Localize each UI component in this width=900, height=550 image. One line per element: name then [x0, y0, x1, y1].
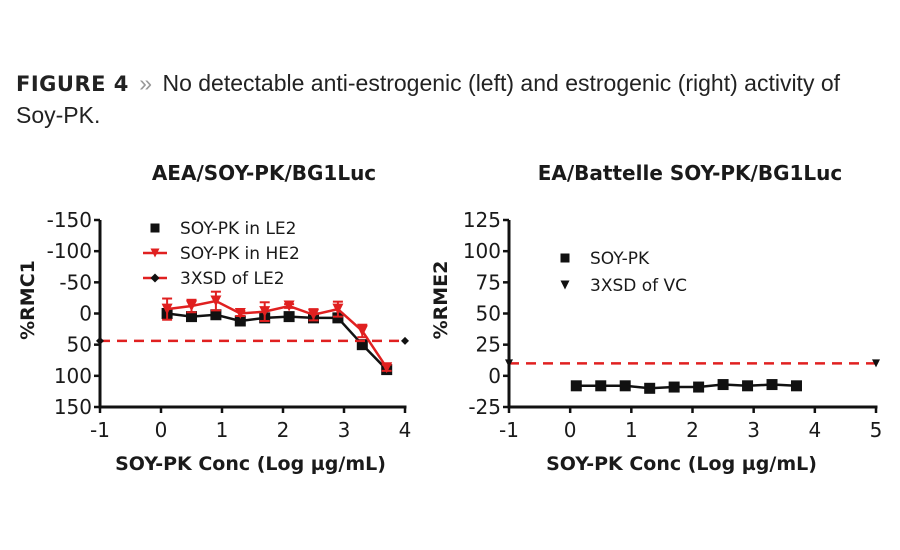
triangle-down-marker — [356, 325, 368, 337]
y-tick-label: 150 — [54, 395, 92, 419]
x-tick-label: 1 — [625, 418, 638, 442]
series-line — [166, 312, 388, 371]
legend-label: 3XSD of VC — [590, 276, 687, 296]
legend-label: 3XSD of LE2 — [180, 269, 285, 289]
legend-label: SOY-PK — [590, 249, 650, 269]
series-line — [576, 383, 797, 390]
square-marker — [150, 223, 160, 233]
chart-title: AEA/SOY-PK/BG1Luc — [152, 161, 376, 185]
x-tick-label: 2 — [686, 418, 699, 442]
square-marker — [619, 380, 631, 392]
x-tick-label: -1 — [90, 418, 110, 442]
x-axis-label: SOY-PK Conc (Log µg/mL) — [546, 453, 817, 475]
x-tick-label: 4 — [399, 418, 412, 442]
x-tick-label: 0 — [155, 418, 168, 442]
x-tick-label: 4 — [808, 418, 821, 442]
x-tick-label: 1 — [216, 418, 229, 442]
triangle-down-marker — [872, 359, 880, 368]
y-tick-label: 100 — [54, 364, 92, 388]
y-axis-label: %RME2 — [430, 261, 452, 340]
square-marker — [668, 381, 680, 393]
figure-label: FIGURE 4 — [16, 72, 129, 96]
series-line — [166, 299, 388, 369]
legend-label: SOY-PK in HE2 — [180, 244, 300, 264]
x-tick-label: 3 — [338, 418, 351, 442]
triangle-down-marker — [308, 309, 319, 321]
x-axis-label: SOY-PK Conc (Log µg/mL) — [115, 453, 386, 475]
y-tick-label: -25 — [468, 395, 501, 419]
square-marker — [717, 379, 729, 391]
square-marker — [283, 311, 295, 323]
y-tick-label: 100 — [463, 239, 501, 263]
square-marker — [570, 380, 582, 392]
y-tick-label: 50 — [67, 333, 92, 357]
series-soy-pk-in-he2 — [161, 290, 393, 374]
square-marker — [560, 253, 570, 263]
triangle-down-marker — [283, 300, 295, 312]
x-tick-label: 2 — [277, 418, 290, 442]
legend-item: SOY-PK in LE2 — [150, 219, 296, 239]
legend-item: 3XSD of VC — [560, 276, 687, 296]
y-tick-label: 75 — [476, 270, 501, 294]
y-tick-label: 50 — [476, 302, 501, 326]
triangle-down-marker — [186, 300, 197, 312]
diamond-marker — [96, 336, 104, 345]
square-marker — [356, 339, 368, 351]
triangle-down-marker — [150, 248, 160, 258]
triangle-down-marker — [234, 308, 246, 319]
legend-item: SOY-PK in HE2 — [143, 244, 300, 264]
figure-caption: FIGURE 4 » No detectable anti-estrogenic… — [16, 68, 886, 131]
triangle-down-marker — [259, 306, 271, 318]
diamond-marker — [150, 273, 160, 283]
caption-separator: » — [139, 70, 153, 96]
square-marker — [234, 315, 246, 327]
square-marker — [644, 382, 656, 394]
square-marker — [742, 380, 754, 392]
chart-estrogenic: EA/Battelle SOY-PK/BG1Luc-25025507510012… — [430, 161, 882, 475]
triangle-down-marker — [332, 303, 344, 315]
y-tick-label: -50 — [59, 270, 92, 294]
triangle-down-marker — [210, 295, 222, 307]
square-marker — [693, 381, 705, 393]
y-tick-label: -100 — [47, 239, 92, 263]
x-tick-label: -1 — [499, 418, 519, 442]
square-marker — [210, 309, 222, 321]
y-tick-label: -150 — [47, 208, 92, 232]
square-marker — [766, 379, 778, 391]
y-tick-label: 25 — [476, 333, 501, 357]
square-marker — [186, 311, 197, 323]
square-marker — [595, 380, 607, 392]
y-tick-label: 0 — [488, 364, 501, 388]
x-tick-label: 5 — [870, 418, 883, 442]
square-marker — [790, 380, 802, 392]
triangle-down-marker — [161, 303, 173, 315]
square-marker — [332, 312, 344, 324]
triangle-down-marker — [505, 359, 513, 368]
y-tick-label: 125 — [463, 208, 501, 232]
caption-text: No detectable anti-estrogenic (left) and… — [16, 70, 841, 128]
triangle-down-marker — [560, 280, 570, 290]
x-tick-label: 0 — [564, 418, 577, 442]
legend: SOY-PK 3XSD of VC — [560, 249, 687, 296]
legend-item: SOY-PK — [560, 249, 650, 269]
y-tick-label: 0 — [79, 302, 92, 326]
y-axis-label: %RMC1 — [17, 260, 39, 340]
legend-item: 3XSD of LE2 — [143, 269, 285, 289]
chart-title: EA/Battelle SOY-PK/BG1Luc — [538, 161, 843, 185]
triangle-down-marker — [381, 362, 393, 374]
series-3xsd-of-le2 — [96, 336, 409, 345]
diamond-marker — [401, 336, 409, 345]
chart-anti-estrogenic: AEA/SOY-PK/BG1Luc -150 -100 -50 0 50 100 150-1 0… — [17, 161, 411, 475]
series-soy-pk — [570, 379, 802, 394]
legend: SOY-PK in LE2 SOY-PK in HE2 3XSD of LE2 — [143, 219, 300, 289]
series-3xsd-of-vc — [505, 359, 880, 368]
x-tick-label: 3 — [747, 418, 760, 442]
legend-label: SOY-PK in LE2 — [180, 219, 296, 239]
